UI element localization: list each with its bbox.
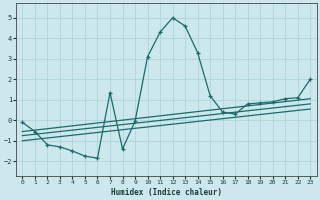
X-axis label: Humidex (Indice chaleur): Humidex (Indice chaleur) <box>111 188 222 197</box>
